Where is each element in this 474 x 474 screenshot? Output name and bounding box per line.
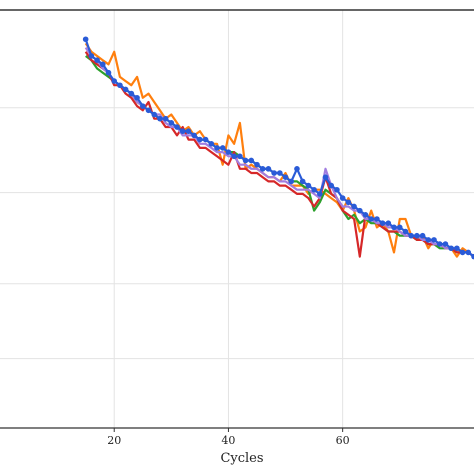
data-point [396,224,403,231]
data-point [425,237,432,243]
data-point [162,115,169,122]
data-point [225,149,232,155]
series-line [84,46,474,258]
series-line [84,51,474,258]
data-point [414,232,420,239]
x-tick-label: 40 [221,434,235,447]
data-point [419,232,426,239]
data-point [311,186,317,193]
data-point [271,170,277,176]
data-point [99,61,106,68]
series-line [85,55,474,258]
data-point [317,191,323,197]
data-point [448,245,454,252]
data-point [179,128,186,135]
data-point [259,166,266,172]
data-point [345,199,352,206]
data-point [254,161,260,168]
data-point [408,232,414,239]
data-point [139,103,146,109]
data-point [237,153,243,160]
data-point [145,107,152,114]
data-point [248,157,255,164]
data-point [219,145,226,151]
series-line [84,38,474,258]
data-point [339,195,346,201]
data-point [305,182,312,189]
data-point [402,228,409,235]
data-point [105,69,112,76]
data-point [128,90,135,97]
data-point [82,36,89,43]
x-axis-title: Cycles [220,451,263,466]
data-point [202,136,209,143]
data-point [328,182,335,189]
data-point [151,111,157,118]
data-point [334,186,340,193]
data-point [174,124,180,130]
data-point [282,174,289,180]
series-1 [84,42,474,258]
data-point [94,57,100,63]
data-point [454,245,460,252]
data-point [122,86,129,93]
data-point [265,166,272,172]
data-point [374,216,380,222]
x-tick-labels: 20 40 60 [107,428,350,447]
data-point [88,53,95,59]
plot-frame [0,9,474,429]
series-5 [82,36,474,260]
data-point [299,178,306,185]
data-point [442,241,449,247]
data-point [351,203,357,210]
series-4 [84,46,474,258]
series-lines [82,36,474,260]
data-point [214,145,220,151]
series-line [84,42,474,258]
data-point [362,212,369,218]
data-point [471,253,474,260]
data-point [322,174,329,180]
data-point [117,82,123,89]
data-point [231,153,237,160]
data-point [242,157,249,164]
data-point [191,132,197,139]
data-point [465,249,472,256]
data-point [391,224,397,231]
data-point [157,115,163,122]
data-point [459,249,466,256]
data-point [288,178,295,185]
data-point [197,136,203,143]
data-point [111,78,118,84]
grid [0,10,474,428]
series-3 [84,51,474,258]
data-point [368,216,375,222]
x-tick-label: 20 [107,434,121,447]
data-point [431,237,437,243]
series-2 [85,55,474,258]
x-tick-label: 60 [336,434,350,447]
data-point [436,241,443,247]
data-point [134,94,140,101]
data-point [385,220,392,226]
data-point [379,220,386,226]
data-point [294,166,300,172]
data-point [277,170,283,176]
data-point [356,207,363,214]
data-point [208,140,215,147]
data-point [185,128,192,135]
data-point [168,120,175,126]
